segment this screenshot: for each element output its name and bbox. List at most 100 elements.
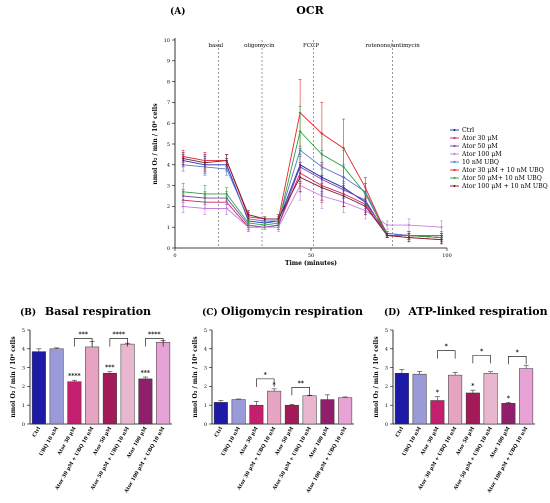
data-point	[203, 161, 207, 164]
data-point	[182, 190, 185, 193]
legend-entry: Ator 100 μM	[461, 151, 502, 158]
legend-entry: Ator 30 μM	[461, 135, 498, 142]
bar	[138, 378, 153, 425]
data-point	[247, 213, 250, 216]
y-tick-label: 6	[167, 121, 170, 127]
data-point	[386, 234, 389, 237]
category-label: Ator 30 μM + UBQ 10 nM	[236, 426, 278, 493]
category-label: Ator 50 μM + UBQ 10 nM	[271, 426, 313, 493]
series-line	[183, 111, 442, 239]
bracket-label: *	[480, 348, 483, 355]
legend-marker	[453, 152, 456, 156]
y-tick-label: 2	[22, 384, 25, 390]
bar	[430, 400, 445, 425]
y-tick-label: 8	[167, 79, 170, 85]
panel-label-d: (D)	[384, 307, 400, 318]
significance-star: ***	[105, 365, 114, 372]
panel-label-a: (A)	[170, 6, 186, 17]
significance-star: *	[471, 383, 474, 390]
data-point	[277, 217, 280, 220]
bar	[302, 395, 317, 425]
category-label: Ctrl	[394, 426, 405, 438]
bar	[320, 399, 335, 425]
data-point	[299, 176, 302, 179]
legend-marker	[453, 184, 456, 188]
y-axis-label: nmol O₂ / min / 10⁶ cells	[10, 336, 17, 418]
y-tick-label: 4	[204, 347, 207, 353]
y-axis-label: nmol O₂ / min / 10⁶ cells	[373, 336, 380, 418]
y-tick-label: 7	[167, 100, 170, 106]
category-label: Ctrl	[213, 426, 224, 438]
y-tick-label: 1	[204, 403, 207, 409]
data-point	[225, 159, 228, 162]
phase-label: oligomycin	[244, 43, 275, 49]
y-tick-label: 5	[204, 328, 207, 334]
ocr-title: OCR	[296, 4, 324, 17]
data-point	[364, 205, 367, 208]
series-line	[183, 158, 442, 241]
bar	[519, 368, 534, 425]
significance-bracket	[256, 378, 275, 387]
bracket-label: ***	[79, 331, 88, 338]
y-tick-label: 2	[204, 384, 207, 390]
data-point	[440, 238, 443, 241]
bar	[85, 346, 100, 425]
significance-bracket	[472, 355, 491, 364]
significance-bracket	[508, 356, 527, 365]
phase-label: FCCP	[303, 43, 319, 49]
y-tick-label: 4	[167, 163, 170, 169]
panel-label-c: (C)	[202, 307, 218, 318]
x-tick-label: 0	[173, 253, 176, 259]
significance-bracket	[74, 338, 93, 347]
atp-title: ATP-linked respiration	[407, 305, 547, 318]
data-point	[407, 236, 411, 239]
series-line	[183, 185, 442, 228]
ocr-line-chart: basal oligomycin FCCP rotenone/antimycin 0 1 2…	[152, 38, 548, 267]
panel-label-b: (B)	[20, 307, 36, 318]
y-tick-label: 3	[204, 365, 207, 371]
bar	[213, 402, 228, 425]
y-tick-label: 5	[167, 142, 170, 148]
data-point	[263, 224, 266, 227]
bar	[249, 404, 264, 425]
data-point	[225, 167, 228, 171]
data-point	[225, 192, 228, 196]
x-tick-label: 100	[442, 253, 452, 259]
category-label: Ator 100 μM + UBQ 10 nM	[123, 426, 167, 496]
bar	[448, 374, 463, 425]
bracket-label: *	[445, 344, 448, 351]
bracket-label: **	[298, 380, 304, 387]
data-point	[407, 224, 411, 227]
data-point	[263, 217, 266, 220]
legend-entry: Ator 50 μM	[461, 143, 498, 150]
bar	[483, 372, 498, 425]
data-point	[342, 147, 345, 150]
y-tick-label: 0	[204, 422, 207, 428]
significance-bracket	[437, 350, 456, 359]
data-point	[342, 165, 345, 168]
legend-entry: Ator 50 μM+ 10 nM UBQ	[461, 175, 542, 182]
y-tick-label: 9	[167, 59, 170, 65]
series-7	[181, 152, 444, 245]
series-line	[183, 149, 442, 236]
bar	[284, 404, 299, 425]
y-tick-label: 1	[385, 403, 388, 409]
phase-label: basal	[208, 43, 223, 49]
bracket-label: *	[516, 349, 519, 356]
y-tick-label: 5	[385, 328, 388, 334]
bar	[465, 392, 480, 425]
significance-star: ****	[68, 373, 81, 380]
legend-marker	[453, 136, 456, 140]
bar	[67, 381, 82, 425]
bar	[49, 348, 64, 425]
y-tick-label: 3	[22, 365, 25, 371]
y-tick-label: 3	[385, 365, 388, 371]
data-point	[320, 153, 323, 156]
data-point	[247, 221, 250, 225]
category-label: Ator 100 μM + UBQ 10 nM	[486, 426, 530, 496]
y-tick-label: 4	[385, 347, 388, 353]
